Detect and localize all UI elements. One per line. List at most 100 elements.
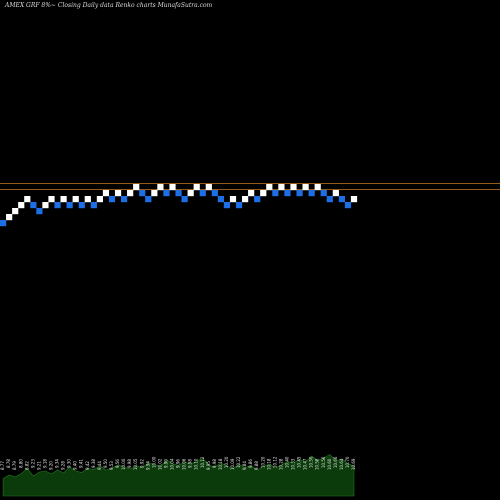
renko-brick <box>151 190 158 197</box>
price-label: 10.40 <box>284 456 289 468</box>
price-label: 9.56 <box>115 459 120 468</box>
renko-brick <box>175 190 182 197</box>
renko-brick <box>229 196 237 203</box>
renko-brick <box>121 196 128 203</box>
price-label: 9.20 <box>49 461 54 470</box>
renko-brick <box>127 190 134 197</box>
price-label: 10.50 <box>309 456 314 468</box>
renko-brick <box>278 184 285 191</box>
price-label: 10.69 <box>351 458 356 470</box>
renko-brick <box>145 196 152 203</box>
renko-brick <box>12 208 19 215</box>
price-label: 9.42 <box>85 461 90 470</box>
price-label: 10.45 <box>297 456 302 468</box>
price-label: 9.92 <box>139 459 144 468</box>
price-label: 10.06 <box>182 458 187 470</box>
price-label: 10.05 <box>133 458 138 470</box>
price-label: 9.23 <box>30 459 35 468</box>
renko-brick <box>54 202 61 209</box>
price-label: 10.20 <box>260 456 265 468</box>
renko-brick <box>24 196 31 203</box>
price-label: 9.98 <box>212 459 217 468</box>
renko-brick <box>217 196 224 203</box>
renko-brick <box>235 202 243 209</box>
renko-brick <box>114 190 122 197</box>
price-label: 9.41 <box>79 459 84 468</box>
price-label: 9.44 <box>97 461 102 470</box>
renko-brick <box>320 190 327 197</box>
renko-brick <box>302 184 309 191</box>
renko-brick <box>36 208 43 215</box>
renko-brick <box>84 196 91 203</box>
price-label: 9.88 <box>254 461 259 470</box>
renko-brick <box>169 184 176 191</box>
chart-title: AMEX GRF 8%~ Closing Daily data Renko ch… <box>5 2 213 9</box>
price-label: 9.18 <box>43 459 48 468</box>
price-label: 10.18 <box>266 458 271 470</box>
renko-brick <box>72 196 79 203</box>
price-label: 10.33 <box>291 458 296 470</box>
price-label: 9.30 <box>67 459 72 468</box>
price-label: 9.94 <box>145 461 150 470</box>
renko-brick <box>314 184 321 191</box>
price-label: 8.82 <box>24 461 29 470</box>
price-label: 9.84 <box>242 461 247 470</box>
renko-brick <box>242 196 249 203</box>
price-label: 10.28 <box>278 458 283 470</box>
renko-brick <box>108 196 116 203</box>
price-label: 9.98 <box>188 459 193 468</box>
price-label: 10.64 <box>339 458 344 470</box>
price-label: 9.50 <box>103 459 108 468</box>
renko-brick <box>308 190 315 197</box>
renko-brick <box>187 190 194 197</box>
price-label: 10.66 <box>333 456 338 468</box>
price-label: 8.78 <box>6 459 11 468</box>
price-label: 9.34 <box>55 459 60 468</box>
price-label: 10.22 <box>236 456 241 468</box>
price-label: 10.60 <box>327 458 332 470</box>
price-label: 10.00 <box>151 456 156 468</box>
price-label: 10.12 <box>272 456 277 468</box>
price-label: 10.47 <box>303 458 308 470</box>
price-label: 10.10 <box>194 458 199 470</box>
volume-area <box>2 454 355 497</box>
price-label: 9.38 <box>91 459 96 468</box>
price-label: 9.21 <box>36 461 41 470</box>
renko-brick <box>205 184 212 191</box>
price-label: 9.98 <box>127 459 132 468</box>
renko-brick <box>350 196 358 203</box>
price-label: 10.58 <box>315 458 320 470</box>
renko-brick <box>157 184 164 191</box>
renko-brick <box>163 190 170 197</box>
price-label: 10.20 <box>224 456 229 468</box>
price-label: 10.09 <box>230 458 235 470</box>
price-label: 9.40 <box>73 461 78 470</box>
renko-brick <box>30 202 37 209</box>
renko-brick <box>223 202 231 209</box>
price-label: 10.70 <box>345 456 350 468</box>
renko-brick <box>338 196 345 203</box>
renko-brick <box>60 196 67 203</box>
renko-brick <box>0 220 7 227</box>
renko-brick <box>133 184 140 191</box>
renko-brick <box>296 190 303 197</box>
renko-brick <box>96 196 103 203</box>
renko-brick <box>193 184 200 191</box>
renko-brick <box>254 196 261 203</box>
renko-brick <box>42 202 49 209</box>
renko-brick <box>272 190 279 197</box>
renko-brick <box>181 196 188 203</box>
price-label: 10.12 <box>200 456 205 468</box>
price-label: 10.56 <box>321 456 326 468</box>
renko-brick <box>326 196 333 203</box>
renko-brick <box>6 214 13 221</box>
price-label: 9.28 <box>61 461 66 470</box>
price-label: 8.80 <box>18 459 23 468</box>
price-label: 9.95 <box>206 461 211 470</box>
price-label: 8.79 <box>12 461 17 470</box>
renko-brick <box>266 184 273 191</box>
renko-brick <box>290 184 297 191</box>
renko-brick <box>139 190 146 197</box>
price-label: 10.04 <box>170 458 175 470</box>
